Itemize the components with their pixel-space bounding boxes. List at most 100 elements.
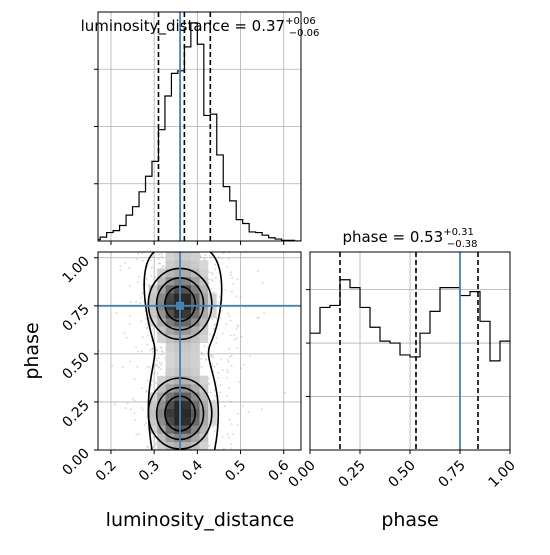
sample-point	[154, 444, 157, 446]
phase-marginal-panel: 0.00 0.25 0.50 0.75 1.00 phase = 0.53+0.31 −0…	[285, 227, 518, 531]
joint-ytick-label-0: 0.00	[59, 446, 92, 479]
sample-point	[135, 301, 138, 304]
density-cell	[174, 276, 183, 286]
density-cell	[165, 351, 175, 360]
density-cell	[165, 309, 175, 319]
sample-point	[122, 366, 124, 369]
sample-point	[245, 306, 247, 309]
density-cell	[199, 400, 209, 410]
sample-point	[210, 271, 213, 274]
sample-point	[213, 323, 216, 326]
sample-point	[256, 270, 259, 273]
right-xtick-label-4: 1.00	[485, 458, 518, 491]
sample-point	[130, 301, 132, 304]
luminosity-distance-title-main: luminosity_distance = 0.37	[81, 17, 285, 36]
density-cell	[165, 334, 175, 344]
sample-point	[256, 316, 259, 319]
sample-point	[209, 391, 212, 394]
sample-point	[214, 263, 217, 266]
sample-point	[211, 273, 214, 276]
sample-point	[230, 443, 233, 445]
sample-point	[211, 335, 213, 337]
sample-point	[140, 350, 143, 353]
sample-point	[119, 265, 122, 268]
density-cell	[191, 417, 200, 426]
density-cell	[165, 342, 175, 352]
density-cell	[174, 351, 183, 360]
sample-point	[123, 332, 126, 335]
density-cell	[174, 408, 183, 418]
sample-point	[137, 350, 139, 353]
density-cell	[157, 408, 166, 418]
density-cell	[174, 293, 183, 302]
density-cell	[165, 392, 175, 401]
sample-point	[226, 312, 229, 315]
density-cell	[174, 309, 183, 319]
density-cell	[174, 252, 183, 261]
sample-point	[261, 281, 264, 284]
density-cell	[182, 309, 192, 319]
density-cell	[191, 342, 200, 352]
sample-point	[210, 255, 213, 258]
density-cell	[199, 268, 209, 278]
sample-point	[228, 418, 231, 421]
sample-point	[141, 292, 144, 295]
sample-point	[240, 335, 243, 338]
sample-point	[218, 295, 221, 298]
density-cell	[182, 260, 192, 269]
density-cell	[148, 425, 158, 434]
sample-point	[128, 285, 131, 287]
sample-point	[214, 395, 216, 397]
sample-point	[208, 445, 211, 447]
sample-point	[158, 366, 160, 369]
density-cell	[148, 392, 158, 401]
sample-point	[236, 346, 239, 349]
density-cell	[157, 276, 166, 286]
density-cell	[199, 260, 209, 269]
sample-point	[134, 418, 137, 421]
sample-point	[146, 379, 149, 382]
density-cell	[174, 260, 183, 269]
sample-point	[205, 359, 207, 361]
sample-point	[228, 436, 231, 439]
density-cell	[199, 384, 209, 393]
contour-outer-right	[207, 252, 223, 450]
luminosity-distance-title: luminosity_distance = 0.37+0.06 −0.06	[81, 16, 320, 39]
sample-point	[229, 356, 232, 358]
sample-point	[233, 334, 236, 337]
joint-ytick-label-1: 0.25	[59, 397, 92, 430]
sample-point	[210, 355, 213, 358]
sample-point	[155, 357, 157, 360]
sample-point	[153, 372, 156, 375]
density-cell	[157, 318, 166, 327]
right-xtick-label-1: 0.25	[335, 458, 368, 491]
density-cell	[207, 400, 217, 410]
density-cell	[182, 268, 192, 278]
sample-point	[145, 278, 148, 280]
sample-point	[222, 252, 225, 255]
density-cell	[199, 375, 209, 385]
contour-outer-left	[143, 252, 156, 450]
sample-point	[164, 357, 166, 360]
density-cell	[165, 268, 175, 278]
density-cell	[191, 425, 200, 434]
density-cell	[191, 359, 200, 368]
sample-point	[125, 336, 128, 339]
sample-point	[211, 318, 214, 321]
x-axis-label-phase: phase	[381, 509, 438, 531]
sample-point	[200, 357, 203, 360]
sample-point	[141, 259, 144, 262]
sample-point	[157, 357, 160, 359]
sample-point	[161, 351, 164, 354]
joint-panel: 0.2 0.3 0.4 0.5 0.60.000.250.500.751.00 lumi…	[21, 251, 302, 531]
sample-point	[143, 423, 146, 426]
sample-point	[217, 301, 220, 304]
sample-point	[142, 408, 145, 411]
density-cell	[182, 367, 192, 377]
luminosity-distance-title-upper: +0.06	[285, 16, 316, 27]
sample-point	[160, 353, 163, 356]
sample-point	[236, 423, 239, 426]
sample-point	[128, 323, 131, 326]
joint-density-cells	[148, 252, 217, 450]
